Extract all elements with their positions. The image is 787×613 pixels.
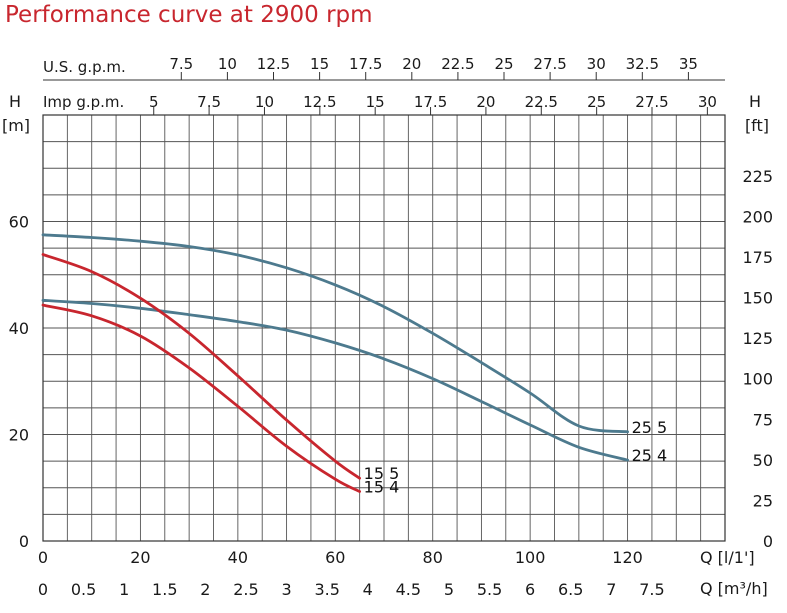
us-gpm-tick-label: 30: [587, 55, 606, 73]
left-m-tick-label: 60: [9, 213, 29, 232]
us-gpm-tick-label: 22.5: [441, 55, 474, 73]
us-gpm-axis-label: U.S. g.p.m.: [43, 58, 126, 76]
m3h-tick-label: 5.5: [477, 580, 502, 599]
us-gpm-tick-label: 25: [494, 55, 513, 73]
series-label-15-5: 15 5: [364, 464, 400, 483]
series-label-15-4: 15 4: [364, 477, 400, 496]
us-gpm-tick-label: 15: [310, 55, 329, 73]
imp-gpm-tick-label: 17.5: [414, 93, 447, 111]
series-label-25-5: 25 5: [632, 418, 668, 437]
label-layer: 7.5 10 12.5 15 17.5 20 22.5 25 27.5 30 32.5 355 7.5 1…: [9, 55, 773, 599]
left-h-label: H: [9, 92, 21, 111]
us-gpm-tick-label: 35: [679, 55, 698, 73]
lpm-tick-label: 20: [130, 548, 150, 567]
right-h-unit: [ft]: [745, 116, 769, 135]
imp-gpm-tick-label: 5: [149, 93, 159, 111]
us-gpm-tick-label: 27.5: [533, 55, 566, 73]
m3h-tick-label: 6.5: [558, 580, 583, 599]
m3h-tick-label: 0.5: [71, 580, 96, 599]
right-h-label: H: [749, 92, 761, 111]
m3h-tick-label: 5: [444, 580, 454, 599]
series-line-15-5: [41, 253, 361, 480]
series-line-25-4: [41, 298, 629, 462]
right-ft-tick-label: 225: [742, 167, 773, 186]
us-gpm-tick-label: 17.5: [349, 55, 382, 73]
grid: [42, 114, 726, 542]
right-ft-tick-label: 75: [753, 410, 773, 429]
left-h-unit: [m]: [2, 116, 30, 135]
imp-gpm-tick-label: 20: [476, 93, 495, 111]
m3h-tick-label: 0: [38, 580, 48, 599]
us-gpm-tick-label: 20: [402, 55, 421, 73]
m3h-tick-label: 2.5: [233, 580, 258, 599]
m3h-tick-label: 4.5: [396, 580, 421, 599]
imp-gpm-tick-label: 12.5: [303, 93, 336, 111]
left-m-tick-label: 40: [9, 319, 29, 338]
left-m-tick-label: 20: [9, 426, 29, 445]
right-ft-tick-label: 25: [753, 491, 773, 510]
m3h-tick-label: 3.5: [314, 580, 339, 599]
m3h-tick-label: 4: [363, 580, 373, 599]
m3h-tick-label: 3: [281, 580, 291, 599]
imp-gpm-tick-label: 10: [255, 93, 274, 111]
series-line-15-4: [41, 303, 361, 493]
lpm-tick-label: 60: [325, 548, 345, 567]
us-gpm-tick-label: 7.5: [169, 55, 193, 73]
right-ft-tick-label: 125: [742, 329, 773, 348]
left-m-tick-label: 0: [19, 532, 29, 551]
imp-gpm-tick-label: 27.5: [635, 93, 668, 111]
right-ft-tick-label: 150: [742, 289, 773, 308]
imp-gpm-tick-label: 25: [587, 93, 606, 111]
series-line-25-5: [41, 233, 629, 434]
right-ft-tick-label: 100: [742, 370, 773, 389]
imp-gpm-axis-label: Imp g.p.m.: [43, 93, 124, 111]
series-label-25-4: 25 4: [632, 446, 668, 465]
lpm-tick-label: 0: [38, 548, 48, 567]
us-gpm-tick-label: 32.5: [626, 55, 659, 73]
lpm-tick-label: 40: [228, 548, 248, 567]
lpm-tick-label: 120: [612, 548, 643, 567]
plot-frame: [42, 79, 726, 542]
imp-gpm-tick-label: 30: [698, 93, 717, 111]
imp-gpm-tick-label: 15: [366, 93, 385, 111]
right-ft-tick-label: 175: [742, 248, 773, 267]
m3h-tick-label: 1.5: [152, 580, 177, 599]
m3h-tick-label: 2: [200, 580, 210, 599]
lpm-tick-label: 100: [515, 548, 546, 567]
right-ft-tick-label: 200: [742, 207, 773, 226]
m3h-axis-label: Q [m³/h]: [700, 579, 768, 598]
m3h-tick-label: 7.5: [639, 580, 664, 599]
us-gpm-tick-label: 10: [218, 55, 237, 73]
lpm-tick-label: 80: [423, 548, 443, 567]
lpm-axis-label: Q [l/1']: [700, 548, 755, 567]
m3h-tick-label: 6: [525, 580, 535, 599]
chart-title: Performance curve at 2900 rpm: [5, 2, 373, 28]
imp-gpm-tick-label: 22.5: [525, 93, 558, 111]
m3h-tick-label: 1: [119, 580, 129, 599]
right-ft-tick-label: 50: [753, 451, 773, 470]
imp-gpm-tick-label: 7.5: [197, 93, 221, 111]
us-gpm-tick-label: 12.5: [257, 55, 290, 73]
right-ft-tick-label: 0: [763, 532, 773, 551]
m3h-tick-label: 7: [606, 580, 616, 599]
series-layer: [41, 233, 629, 493]
